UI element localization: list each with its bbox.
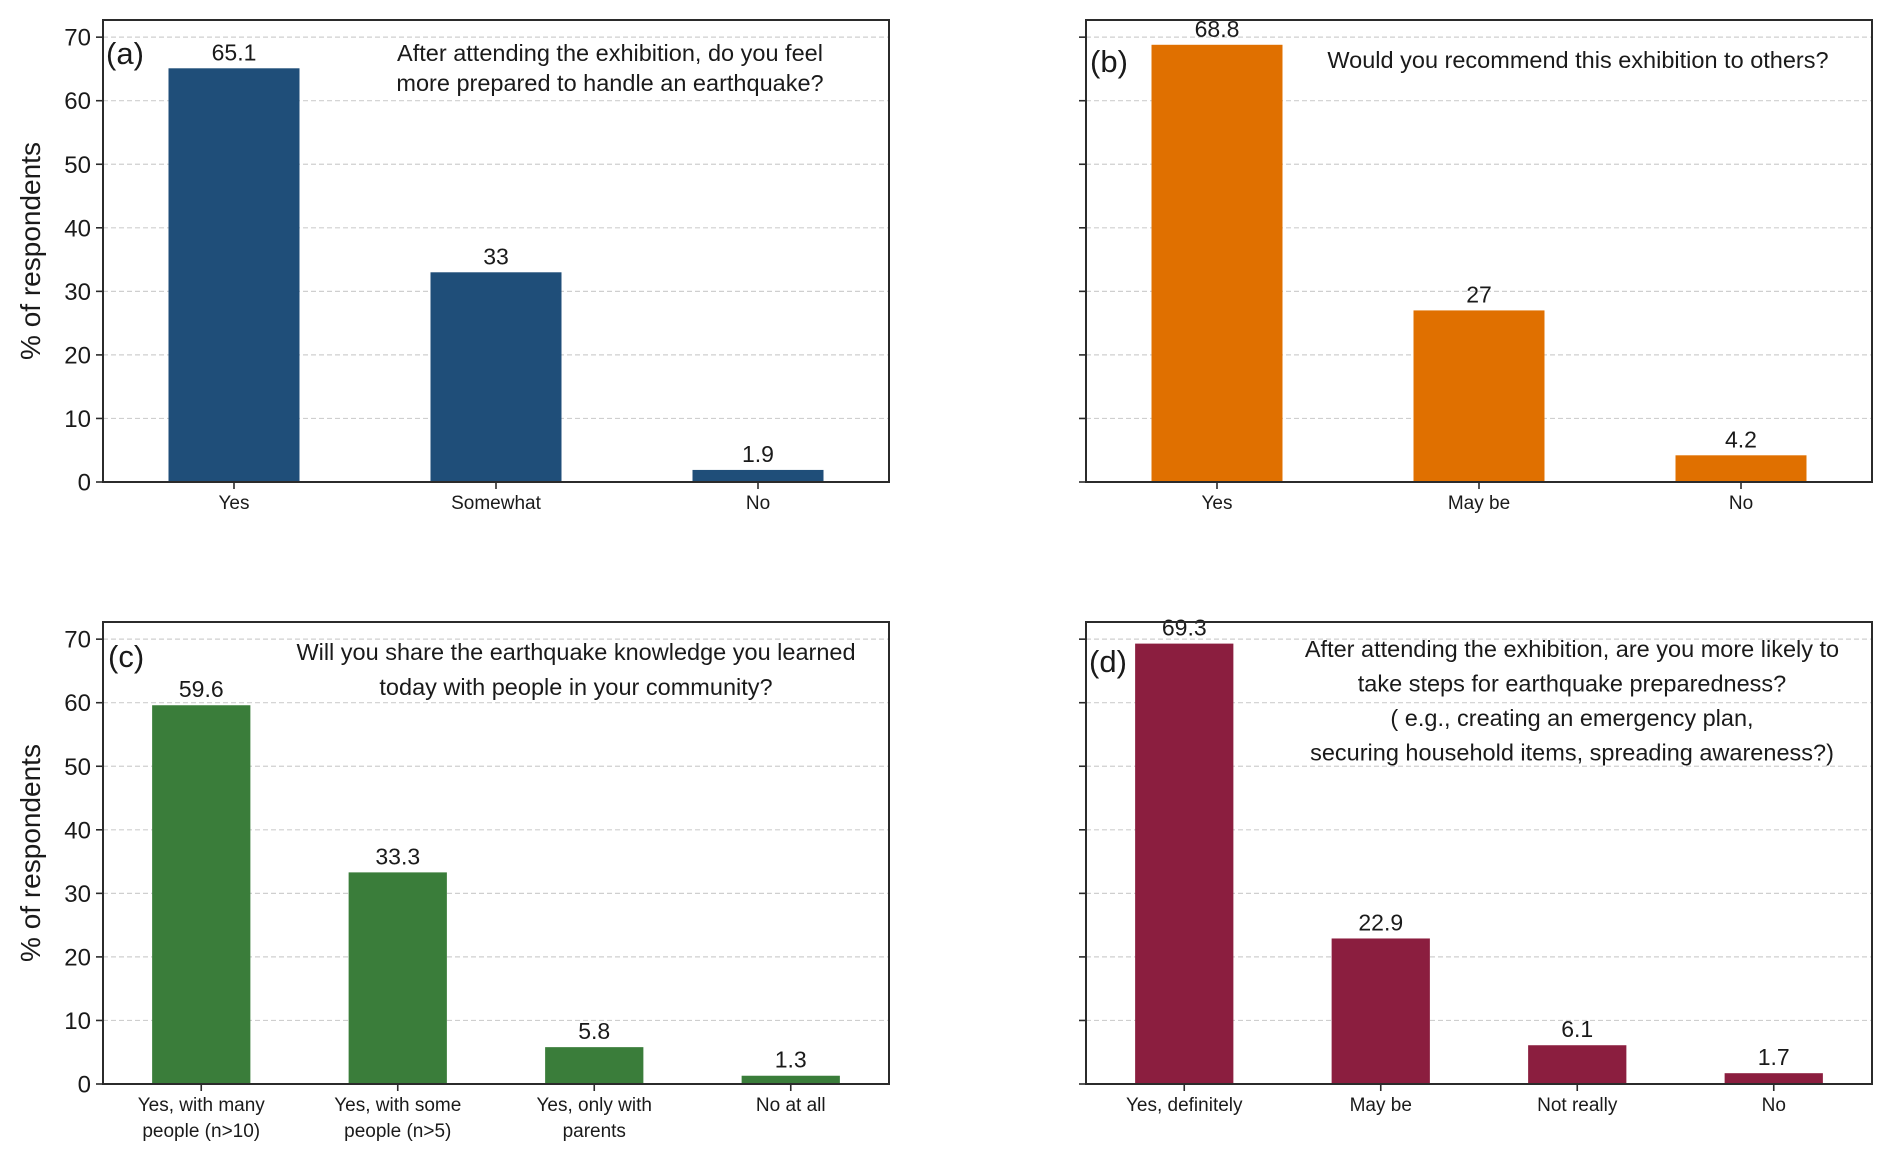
x-tick-label: Yes [219,493,250,514]
value-label: 1.7 [1758,1044,1790,1070]
x-tick-label: No [1762,1095,1786,1116]
panel-tag: (d) [1089,644,1127,679]
bar [1413,310,1545,482]
value-label: 4.2 [1725,426,1757,452]
x-tick-label: May be [1448,493,1510,514]
x-tick-label: Yes, with many [138,1095,266,1116]
bar [1724,1073,1823,1084]
x-tick-label: people (n>5) [344,1121,451,1142]
value-label: 1.9 [742,441,774,467]
panel-tag: (c) [108,639,144,674]
bar [1331,938,1430,1084]
panel-a: 65.1 33 1.9 0 10 20 30 40 50 60 70 Yes Somewhat No (a)… [15,19,890,514]
x-tick-label: Not really [1537,1095,1618,1116]
bar [430,272,562,482]
bar [692,469,824,482]
y-tick-label: 0 [78,1072,91,1099]
y-tick-label: 60 [64,690,91,717]
x-tick-label: parents [563,1121,626,1142]
y-tick-label: 30 [64,881,91,908]
y-tick-label: 70 [64,25,91,52]
bar [1528,1045,1627,1084]
bar [1151,44,1283,482]
bar [168,68,300,482]
axes-frame [102,621,890,1085]
panel-title-line: ( e.g., creating an emergency plan, [1390,705,1753,731]
panel-d: 69.3 22.9 6.1 1.7 Yes, definitely May be Not r… [1079,615,1873,1116]
y-tick-label: 20 [64,342,91,369]
y-tick-label: 10 [64,406,91,433]
value-label: 1.3 [775,1047,807,1073]
value-label: 59.6 [179,676,224,702]
x-tick-label: people (n>10) [142,1121,260,1142]
y-tick-label: 10 [64,1008,91,1035]
y-tick-label: 0 [78,470,91,497]
panel-title-line: Will you share the earthquake knowledge … [296,639,855,665]
value-label: 5.8 [578,1018,610,1044]
value-label: 65.1 [212,39,257,65]
panel-title-line: more prepared to handle an earthquake? [396,70,823,96]
x-tick-label: Yes, only with [537,1095,652,1116]
y-axis-label: % of respondents [15,142,46,360]
value-label: 33.3 [375,843,420,869]
y-tick-label: 30 [64,279,91,306]
bar [545,1047,644,1084]
y-tick-label: 40 [64,817,91,844]
bar [741,1075,840,1084]
panel-title-line: securing household items, spreading awar… [1310,740,1834,766]
y-axis-label: % of respondents [15,744,46,962]
value-label: 27 [1466,281,1492,307]
panel-title-line: After attending the exhibition, are you … [1305,636,1839,662]
panel-c: 59.6 33.3 5.8 1.3 0 10 20 30 40 50 60 70 Yes, with m… [15,621,890,1142]
y-tick-label: 50 [64,754,91,781]
value-label: 22.9 [1358,909,1403,935]
x-tick-label: Yes [1202,493,1233,514]
x-tick-label: No [1729,493,1753,514]
panel-title-line: Would you recommend this exhibition to o… [1327,47,1828,73]
panel-title-line: After attending the exhibition, do you f… [397,40,823,66]
value-label: 69.3 [1162,615,1207,641]
bar [1135,643,1234,1084]
x-tick-label: No [746,493,770,514]
x-tick-label: Yes, definitely [1126,1095,1243,1116]
axes-frame [1085,621,1873,1085]
y-tick-label: 50 [64,152,91,179]
panel-tag: (b) [1090,44,1128,79]
bar [1675,455,1807,482]
y-tick-label: 20 [64,944,91,971]
x-tick-label: No at all [756,1095,826,1116]
bar [348,872,447,1084]
x-tick-label: Somewhat [451,493,541,514]
panel-tag: (a) [106,36,144,71]
x-tick-label: May be [1350,1095,1412,1116]
y-tick-label: 40 [64,215,91,242]
y-tick-label: 60 [64,88,91,115]
y-tick-label: 70 [64,627,91,654]
panel-title-line: today with people in your community? [379,674,772,700]
value-label: 6.1 [1561,1016,1593,1042]
value-label: 33 [483,243,509,269]
panel-title-line: take steps for earthquake preparedness? [1358,671,1787,697]
bar [152,705,251,1084]
x-tick-label: Yes, with some [334,1095,461,1116]
